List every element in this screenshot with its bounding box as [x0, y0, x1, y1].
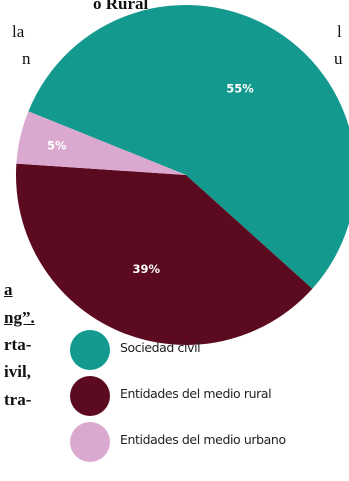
- pie-slices: [16, 5, 349, 345]
- legend-item-entidades-medio-rural: Entidades del medio rural: [70, 376, 349, 416]
- pie-label-entidades-del-medio-rural: 39%: [133, 262, 161, 276]
- legend-label-entidades-medio-urbano: Entidades del medio urbano: [120, 432, 286, 447]
- legend-label-sociedad-civil: Sociedad civil: [120, 340, 200, 355]
- pie-label-sociedad-civil: 55%: [226, 81, 254, 95]
- legend-item-entidades-medio-urbano: Entidades del medio urbano: [70, 422, 349, 462]
- legend-swatch-sociedad-civil: [70, 330, 110, 370]
- legend-swatch-entidades-medio-rural: [70, 376, 110, 416]
- legend-swatch-entidades-medio-urbano: [70, 422, 110, 462]
- pie-label-entidades-del-medio-urbano: 5%: [47, 138, 67, 152]
- legend-label-entidades-medio-rural: Entidades del medio rural: [120, 386, 271, 401]
- legend-item-sociedad-civil: Sociedad civil: [70, 330, 349, 370]
